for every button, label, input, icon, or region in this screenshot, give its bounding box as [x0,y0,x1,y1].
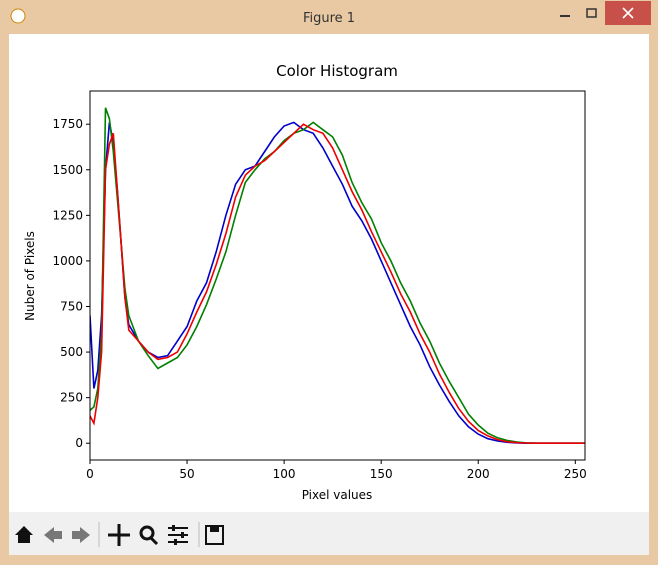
x-tick-label: 200 [467,467,490,481]
x-tick-label: 100 [273,467,296,481]
y-tick-label: 1500 [52,163,83,177]
y-tick-label: 1750 [52,117,83,131]
x-axis-label: Pixel values [302,488,373,502]
pan-button[interactable] [108,524,130,546]
x-tick-label: 50 [179,467,194,481]
save-button[interactable] [205,525,224,545]
zoom-button[interactable] [139,525,159,546]
toolbar [9,512,649,555]
y-tick-label: 500 [60,345,83,359]
y-tick-label: 1250 [52,208,83,222]
close-button[interactable] [605,1,651,25]
app-icon [10,8,26,24]
y-tick-label: 750 [60,299,83,313]
x-tick-label: 250 [564,467,587,481]
x-tick-label: 0 [86,467,94,481]
x-tick-label: 150 [370,467,393,481]
home-button[interactable] [15,526,33,543]
maximize-button[interactable] [586,8,597,18]
y-tick-label: 250 [60,391,83,405]
y-axis-label: Nuber of Pixels [23,231,37,321]
chart-title: Color Histogram [276,62,398,80]
y-tick-label: 0 [75,436,83,450]
configure-button[interactable] [168,525,188,545]
client-area [9,34,649,555]
back-button[interactable] [44,527,62,543]
forward-button[interactable] [72,527,90,543]
series-line [90,123,585,444]
window-title: Figure 1 [303,11,355,26]
y-tick-label: 1000 [52,254,83,268]
plot-frame [89,90,586,461]
